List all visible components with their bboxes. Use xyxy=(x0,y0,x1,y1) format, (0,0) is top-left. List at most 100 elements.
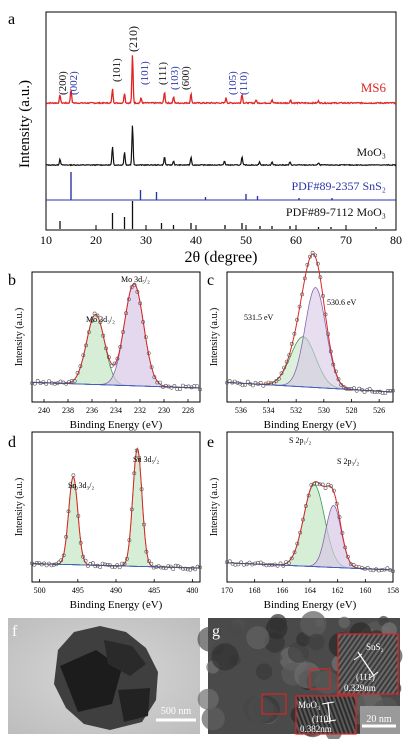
xps-d-x-label: Binding Energy (eV) xyxy=(70,599,163,611)
xps-x-tick-label: 234 xyxy=(110,406,122,415)
xrd-x-tick-label: 20 xyxy=(90,233,102,247)
inset-sns2-plane: (111) xyxy=(356,672,375,682)
xps-data-point xyxy=(89,319,94,324)
xps-data-point xyxy=(318,275,323,280)
inset-sns2-phase: SnS₂ xyxy=(366,642,384,652)
xps-data-point xyxy=(159,565,163,570)
xps-data-point xyxy=(289,341,294,346)
xps-data-point xyxy=(354,388,359,393)
peak-label-101-moo3: (101) xyxy=(111,58,123,82)
xps-x-tick-label: 536 xyxy=(235,406,247,415)
moo3-reference-lines xyxy=(59,201,377,229)
xps-data-point xyxy=(127,538,132,543)
moo3-reference-label: PDF#89-7112 MoO₃ xyxy=(286,205,386,219)
xps-x-tick-label: 485 xyxy=(148,586,160,595)
panel-letter-b: b xyxy=(8,272,16,289)
peak-label-002: (002) xyxy=(68,71,80,95)
peak-label-105: (105) xyxy=(227,71,239,95)
xps-data-point xyxy=(306,493,311,498)
xps-data-point xyxy=(195,384,200,389)
xps-x-tick-label: 168 xyxy=(249,586,261,595)
xps-data-point xyxy=(141,320,146,324)
xps-data-point xyxy=(352,386,357,391)
xps-data-point xyxy=(351,562,356,567)
xps-data-point xyxy=(297,304,302,309)
xps-data-point xyxy=(35,561,39,565)
xps-data-point xyxy=(264,563,269,568)
xps-data-point xyxy=(183,384,188,389)
xps-data-point xyxy=(261,383,266,388)
inset-sns2-measure-line xyxy=(357,651,375,677)
xps-data-point xyxy=(225,380,229,385)
xps-data-point xyxy=(129,507,134,512)
xps-data-point xyxy=(66,509,71,514)
hrtem-grain xyxy=(338,616,350,629)
xps-data-point xyxy=(126,297,131,302)
xps-data-point xyxy=(172,384,177,388)
xrd-x-tick-label: 30 xyxy=(140,233,152,247)
xps-data-point xyxy=(339,382,344,387)
hrtem-grain xyxy=(197,626,223,652)
xps-data-point xyxy=(121,330,126,334)
xps-data-point xyxy=(71,473,76,478)
xps-data-point xyxy=(375,389,380,394)
xps-x-tick-label: 490 xyxy=(110,586,122,595)
xps-data-point xyxy=(166,564,171,569)
xps-data-point xyxy=(368,568,373,572)
panel-letter-f: f xyxy=(12,623,18,640)
xps-c-peak-label-1: 531.5 eV xyxy=(244,313,274,322)
xps-x-tick-label: 228 xyxy=(182,406,194,415)
xrd-plot-frame xyxy=(45,11,397,231)
xps-data-point xyxy=(98,320,103,325)
xps-data-point xyxy=(376,568,381,573)
xps-e-x-ticks: 170 168 166 164 162 160 158 xyxy=(221,579,399,595)
inset-sns2-measure-cap-2 xyxy=(369,671,379,679)
hrtem-grain xyxy=(246,626,270,650)
xps-data-point xyxy=(72,379,77,383)
inset-sns2-measure-cap-1 xyxy=(353,653,363,661)
xps-x-tick-label: 166 xyxy=(276,586,288,595)
sns2-reference-label: PDF#89-2357 SnS₂ xyxy=(291,179,386,193)
panel-letter-c: c xyxy=(207,272,214,289)
tem-scale-bar-label: 500 nm xyxy=(161,706,192,717)
xps-c-data-points xyxy=(225,250,395,395)
xps-data-point xyxy=(284,359,289,364)
xps-d-peak-label-2: Sn 3d₅/₂ xyxy=(133,455,159,464)
xps-data-point xyxy=(100,561,105,566)
xps-d-y-label: Intensity (a.u.) xyxy=(14,478,25,537)
xps-data-point xyxy=(258,560,263,565)
inset-moo3-phase: MoO₃ xyxy=(298,700,320,710)
xps-b-x-ticks: 240 238 236 234 232 230 228 xyxy=(38,399,194,415)
xrd-y-axis-label: Intensity (a.u.) xyxy=(17,80,33,168)
xps-data-point xyxy=(279,371,284,376)
xps-data-point xyxy=(112,565,117,570)
panel-b: b Intensity (a.u.) Binding Energy (eV) 2… xyxy=(8,271,202,431)
xps-e-fit-peak-1 xyxy=(227,484,393,571)
xps-data-point xyxy=(103,562,107,567)
xps-data-point xyxy=(308,254,312,259)
xps-data-point xyxy=(270,563,274,567)
xps-data-point xyxy=(42,561,47,566)
xps-data-point xyxy=(67,380,71,385)
xps-c-x-label: Binding Energy (eV) xyxy=(264,419,357,431)
peak-label-103: (103) xyxy=(169,66,181,90)
xps-data-point xyxy=(193,567,198,572)
xps-data-point xyxy=(274,378,279,383)
xps-data-point xyxy=(328,349,333,354)
xrd-x-tick-label: 70 xyxy=(340,233,352,247)
xps-data-point xyxy=(104,346,108,351)
xps-data-point xyxy=(171,567,176,572)
xps-data-point xyxy=(173,563,178,568)
xps-c-peak-label-2: 530.6 eV xyxy=(327,298,357,307)
xps-data-point xyxy=(278,561,283,566)
xps-data-point xyxy=(380,391,385,395)
xps-data-point xyxy=(135,289,140,294)
xps-data-point xyxy=(161,565,166,570)
xps-d-peak-label-1: Sn 3d₃/₂ xyxy=(68,481,94,490)
xrd-x-tick-label: 40 xyxy=(190,233,202,247)
xps-data-point xyxy=(155,380,160,385)
xps-x-tick-label: 162 xyxy=(332,586,344,595)
xps-data-point xyxy=(92,311,97,316)
xps-data-point xyxy=(333,369,338,374)
hrtem-grain xyxy=(287,641,310,663)
